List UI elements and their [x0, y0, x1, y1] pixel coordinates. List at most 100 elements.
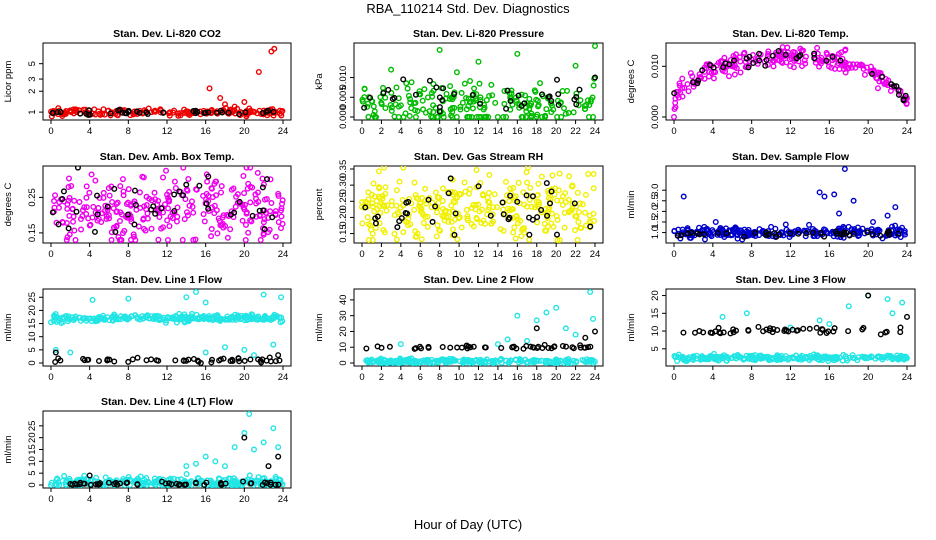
data-point: [236, 358, 243, 365]
data-point: [486, 172, 493, 179]
data-point: [396, 218, 403, 225]
data-point: [577, 344, 584, 351]
x-tick-label: 18: [531, 372, 542, 383]
y-tick-label: 15: [27, 444, 38, 455]
data-point: [426, 360, 433, 366]
data-point: [73, 208, 80, 215]
data-point: [370, 103, 377, 110]
data-point: [524, 166, 531, 171]
data-point: [190, 236, 197, 243]
data-point: [124, 211, 131, 218]
x-tick-label: 20: [239, 126, 250, 137]
data-point: [176, 481, 183, 488]
data-point: [78, 226, 85, 233]
data-point: [57, 108, 64, 115]
x-tick-label: 24: [902, 249, 913, 260]
data-point: [239, 217, 246, 224]
outlier-point: [217, 94, 224, 101]
data-point: [434, 194, 441, 201]
data-point: [455, 215, 462, 222]
data-point: [727, 330, 734, 337]
data-point: [672, 99, 679, 106]
data-point: [411, 206, 418, 213]
panel-title: Stan. Dev. Li-820 Pressure: [413, 28, 544, 40]
data-point: [256, 207, 263, 214]
outlier-point: [231, 103, 238, 110]
data-point: [240, 478, 247, 485]
outlier-point: [816, 189, 823, 196]
data-point: [590, 210, 597, 217]
x-tick-label: 16: [200, 494, 211, 505]
outlier-point: [241, 434, 248, 441]
data-point: [71, 227, 78, 234]
data-point: [382, 357, 389, 364]
data-point: [846, 232, 853, 239]
data-point: [720, 329, 727, 336]
y-tick-label: 20: [27, 432, 38, 443]
data-point: [802, 53, 809, 60]
data-point: [510, 229, 517, 236]
data-point: [491, 191, 498, 198]
data-point: [393, 236, 400, 243]
outlier-point: [397, 341, 404, 348]
data-point: [155, 236, 162, 243]
data-point: [77, 110, 84, 117]
data-point: [440, 85, 447, 92]
data-point: [81, 357, 88, 364]
data-point: [452, 210, 459, 217]
data-point: [253, 213, 260, 220]
data-point: [171, 178, 178, 185]
data-point: [261, 216, 268, 223]
data-point: [823, 57, 830, 64]
data-point: [186, 202, 193, 209]
data-point: [278, 207, 285, 214]
data-point: [144, 210, 151, 217]
x-tick-label: 18: [531, 126, 542, 137]
data-point: [526, 95, 533, 102]
data-point: [458, 344, 465, 351]
data-point: [175, 315, 182, 322]
data-point: [449, 113, 456, 120]
y-tick-label: 5: [27, 471, 38, 476]
points-layer: [49, 166, 286, 243]
data-point: [475, 183, 482, 190]
data-point: [488, 81, 495, 88]
data-point: [98, 218, 105, 225]
data-point: [174, 110, 181, 117]
data-point: [197, 360, 204, 366]
data-point: [278, 225, 285, 232]
data-point: [725, 73, 732, 80]
data-point: [279, 197, 286, 204]
data-point: [130, 231, 137, 238]
data-point: [199, 314, 206, 321]
data-point: [782, 221, 789, 228]
data-point: [748, 353, 755, 360]
data-point: [829, 53, 836, 60]
data-point: [202, 109, 209, 116]
y-tick-label: 20: [27, 305, 38, 316]
data-point: [422, 185, 429, 192]
outlier-point: [884, 296, 891, 303]
data-point: [589, 357, 596, 364]
data-point: [152, 315, 159, 322]
data-point: [554, 197, 561, 204]
data-point: [585, 113, 592, 120]
data-point: [371, 208, 378, 215]
data-point: [449, 226, 456, 233]
data-point: [800, 325, 807, 332]
data-point: [559, 88, 566, 95]
x-tick-label: 24: [278, 494, 289, 505]
data-point: [534, 111, 541, 118]
data-point: [550, 223, 557, 230]
data-point: [902, 92, 909, 99]
data-point: [190, 209, 197, 216]
outlier-point: [884, 212, 891, 219]
data-point: [726, 61, 733, 68]
data-point: [743, 55, 750, 62]
data-point: [193, 186, 200, 193]
data-point: [378, 99, 385, 106]
data-point: [110, 205, 117, 212]
data-point: [243, 107, 250, 114]
data-point: [697, 356, 704, 363]
